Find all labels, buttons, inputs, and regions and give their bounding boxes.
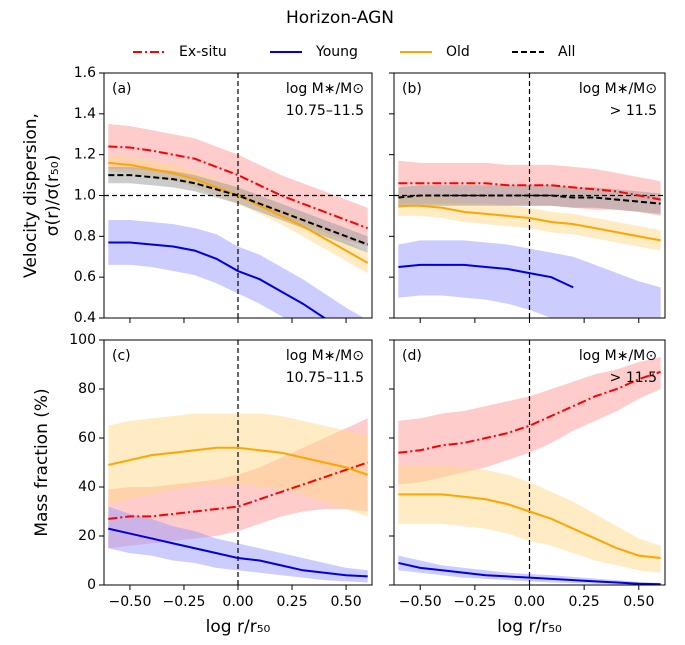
series-line <box>108 527 368 578</box>
band <box>398 240 661 318</box>
mass-label: log M∗/M⊙ <box>579 348 657 364</box>
panel-label: (a) <box>112 81 132 97</box>
y-axis-label: σ(r)/σ(r₅₀) <box>43 155 63 236</box>
x-tick-label: 0.00 <box>514 594 545 610</box>
legend-label: Ex-situ <box>179 44 227 60</box>
panel-label: (d) <box>402 348 422 364</box>
legend-label: All <box>558 44 575 60</box>
series-line <box>398 493 661 560</box>
mass-range: 10.75–11.5 <box>286 370 364 386</box>
x-tick-label: −0.50 <box>108 594 151 610</box>
series-line <box>398 263 574 289</box>
y-tick-label: 0.8 <box>74 228 96 244</box>
series-line <box>108 446 368 476</box>
y-tick-label: 80 <box>78 381 96 397</box>
series-line <box>108 174 369 246</box>
band <box>398 195 661 251</box>
series-line <box>108 145 369 230</box>
x-tick-label: −0.50 <box>399 594 442 610</box>
x-tick-label: 0.50 <box>330 594 361 610</box>
y-tick-label: 0.6 <box>74 269 96 285</box>
band <box>398 185 661 214</box>
y-tick-label: 60 <box>78 430 96 446</box>
x-tick-label: 0.50 <box>623 594 654 610</box>
mass-range: 10.75–11.5 <box>286 103 364 119</box>
y-tick-label: 0 <box>87 577 96 593</box>
y-tick-label: 20 <box>78 528 96 544</box>
band <box>398 555 661 585</box>
y-axis-label: Mass fraction (%) <box>32 388 52 536</box>
series-line <box>398 194 661 205</box>
figure-title: Horizon-AGN <box>286 8 394 28</box>
y-tick-label: 1.6 <box>74 65 96 81</box>
band <box>108 166 368 253</box>
mass-label: log M∗/M⊙ <box>286 81 364 97</box>
x-tick-label: 0.25 <box>569 594 600 610</box>
x-axis-label: log r/r₅₀ <box>497 617 562 637</box>
y-tick-label: 1.0 <box>74 188 96 204</box>
series-line <box>108 241 327 318</box>
panel-label: (b) <box>402 81 422 97</box>
series-line <box>108 461 368 520</box>
y-tick-label: 100 <box>69 332 96 348</box>
plot-area <box>394 73 665 318</box>
plot-area <box>398 340 661 585</box>
y-tick-label: 0.4 <box>74 310 96 326</box>
series-line <box>398 561 661 585</box>
plot-area <box>104 73 372 318</box>
series-line <box>398 204 661 242</box>
mass-label: log M∗/M⊙ <box>579 81 657 97</box>
y-axis-label: Velocity dispersion, <box>21 113 41 278</box>
x-axis-label: log r/r₅₀ <box>206 617 271 637</box>
x-tick-label: −0.25 <box>163 594 206 610</box>
x-tick-label: −0.25 <box>453 594 496 610</box>
x-tick-label: 0.00 <box>222 594 253 610</box>
mass-range: > 11.5 <box>610 103 657 119</box>
x-tick-label: 0.25 <box>276 594 307 610</box>
y-tick-label: 1.2 <box>74 147 96 163</box>
mass-range: > 11.5 <box>610 370 657 386</box>
legend-label: Young <box>315 44 358 60</box>
mass-label: log M∗/M⊙ <box>286 348 364 364</box>
y-tick-label: 40 <box>78 479 96 495</box>
series-line <box>398 370 661 454</box>
series-line <box>398 182 661 201</box>
legend-label: Old <box>446 44 470 60</box>
plot-area <box>108 340 368 585</box>
y-tick-label: 1.4 <box>74 106 96 122</box>
panel-label: (c) <box>112 348 131 364</box>
